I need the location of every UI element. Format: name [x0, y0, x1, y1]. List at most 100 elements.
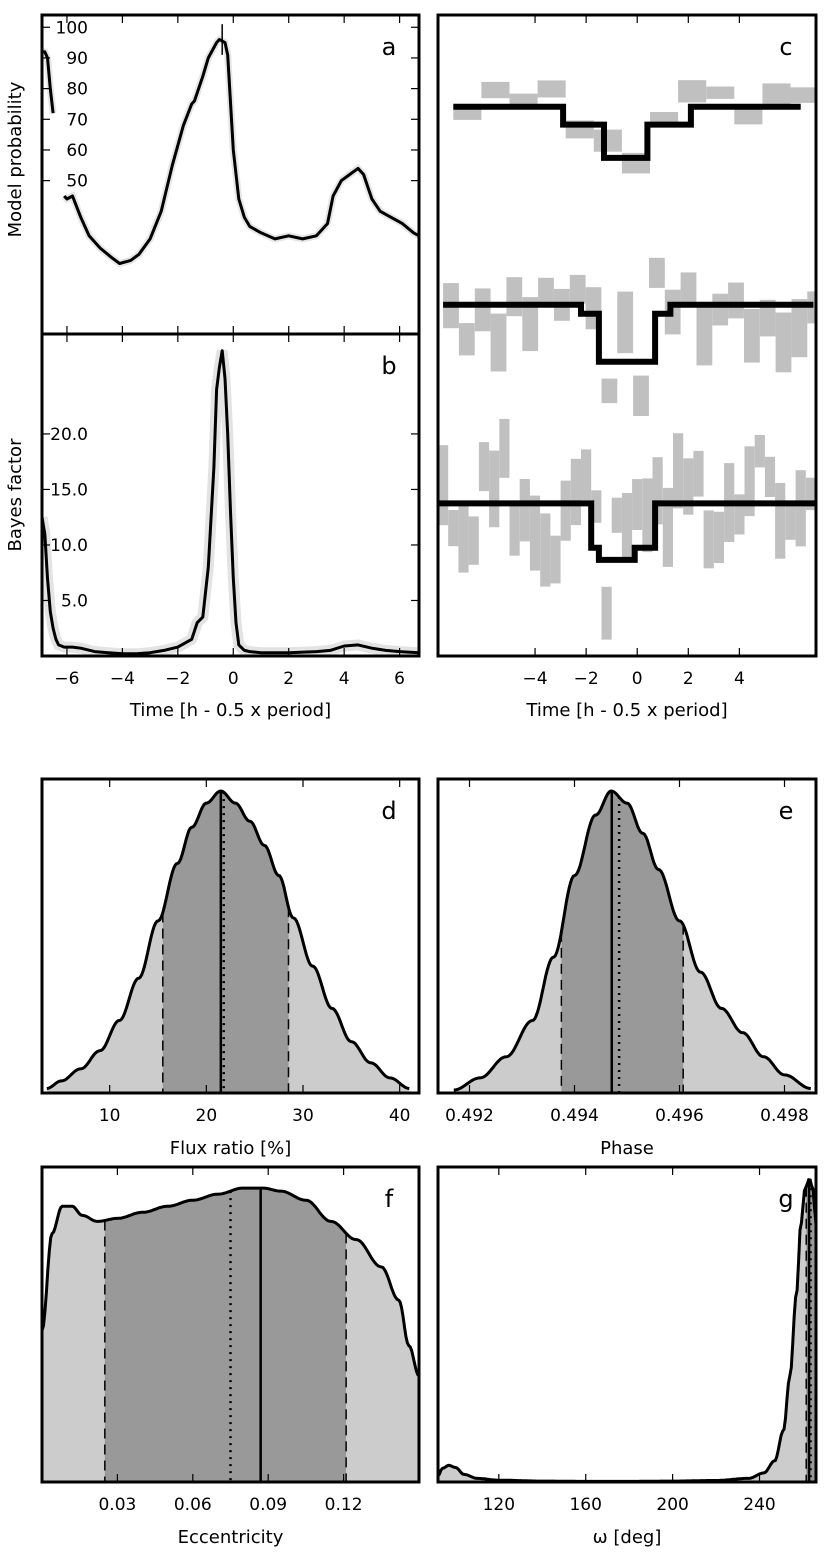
data-bars-3 [438, 418, 816, 640]
eclipse-model-line-3 [438, 500, 816, 563]
data-bar [540, 513, 551, 587]
y-tick-label: 80 [66, 80, 88, 100]
x-tick-label: 0.06 [174, 1495, 212, 1515]
data-bar [693, 450, 704, 497]
x-tick-label: 120 [483, 1495, 515, 1515]
data-bar [706, 86, 735, 99]
x-tick-label: 6 [394, 669, 405, 689]
plot-frame [436, 13, 818, 658]
data-bar [570, 458, 581, 526]
y-tick-label: 10.0 [50, 536, 88, 556]
y-tick-label: 5.0 [61, 591, 88, 611]
x-tick-label: 160 [569, 1495, 601, 1515]
panel-d: 10 20 30 40 Flux ratio [%] d [40, 777, 421, 1159]
data-bar [591, 490, 602, 523]
data-bar [593, 129, 622, 152]
data-bar [438, 445, 449, 526]
x-tick-label: 2 [683, 669, 694, 689]
data-bar [775, 312, 792, 373]
x-tick-label: 30 [292, 1106, 314, 1126]
data-bar [458, 323, 475, 356]
density-curve [42, 1186, 419, 1377]
x-tick-label: 0.12 [325, 1495, 363, 1515]
data-bar [490, 313, 507, 372]
data-bar [683, 458, 694, 515]
x-tick-label: 0 [228, 669, 239, 689]
credible-interval-area [104, 1188, 347, 1482]
x-tick-label: 0 [632, 669, 643, 689]
panel-label: b [381, 352, 396, 380]
data-bar [506, 277, 523, 317]
y-tick-label: 20.0 [50, 425, 88, 445]
panel-label: f [385, 1185, 394, 1213]
data-bar [713, 511, 724, 563]
x-tick-label: −6 [54, 669, 79, 689]
density-curve [438, 1177, 816, 1482]
panel-g: 120 160 200 240 ω [deg] g [436, 1165, 818, 1548]
data-bar [642, 478, 653, 553]
data-bar [489, 450, 500, 528]
x-tick-label: −2 [574, 669, 599, 689]
x-axis-label: Eccentricity [178, 1527, 284, 1548]
data-bar [712, 293, 729, 326]
y-axis-label: Model probability [5, 81, 26, 237]
data-bar [762, 83, 791, 104]
credible-interval-area [561, 791, 684, 1093]
x-tick-label: 240 [743, 1495, 775, 1515]
data-bar [728, 282, 744, 319]
x-axis-label: Time [h - 0.5 x period] [129, 700, 331, 721]
data-bar [474, 288, 491, 332]
x-tick-label: −4 [110, 669, 135, 689]
x-axis-label: Time [h - 0.5 x period] [525, 700, 727, 721]
data-bar [550, 535, 561, 584]
eclipse-model-line-1 [453, 103, 801, 161]
panel-c: −4 −2 0 2 4 Time [h - 0.5 x period] c [436, 13, 818, 721]
data-bar [652, 457, 663, 525]
x-tick-label: 10 [99, 1106, 121, 1126]
data-bar [569, 274, 586, 304]
y-tick-label: 100 [56, 18, 88, 38]
panel-label: a [382, 33, 397, 61]
panel-label: c [779, 33, 792, 61]
data-bar [448, 510, 459, 547]
x-tick-label: 0.03 [98, 1495, 136, 1515]
data-bar [785, 505, 796, 540]
x-axis-label: ω [deg] [593, 1527, 662, 1548]
data-bar [805, 477, 816, 511]
x-tick-label: 0.498 [760, 1106, 809, 1126]
plot-frame [436, 777, 818, 1095]
data-bar [538, 277, 554, 304]
x-tick-label: 2 [283, 669, 294, 689]
data-bar [560, 480, 571, 541]
data-bar [744, 446, 755, 517]
data-bars-2 [443, 257, 816, 416]
plot-frame [40, 332, 421, 658]
y-tick-label: 60 [66, 141, 88, 161]
data-bar [734, 109, 763, 125]
data-bar [764, 456, 776, 497]
data-bar [795, 470, 806, 547]
data-bar [673, 433, 684, 509]
panel-label: e [779, 797, 794, 825]
data-bar [744, 309, 760, 363]
data-bar [633, 375, 649, 416]
x-tick-label: −2 [165, 669, 190, 689]
data-bar [529, 495, 541, 571]
data-bar [790, 87, 816, 103]
y-tick-label: 70 [66, 110, 88, 130]
data-bar [537, 80, 566, 98]
data-bar [791, 299, 808, 358]
x-tick-label: 0.494 [550, 1106, 599, 1126]
data-bar [519, 479, 530, 542]
panel-b: 5.0 10.0 15.0 20.0 −6 −4 −2 0 2 4 6 Time [h - 0.5 x… [5, 332, 421, 721]
data-bar [601, 378, 618, 404]
data-bar [754, 435, 765, 468]
data-bar [478, 442, 490, 492]
data-bar [632, 479, 643, 530]
probability-uncertainty-band [42, 35, 419, 268]
data-bar [759, 299, 776, 337]
data-bar [453, 106, 482, 120]
plot-frame [40, 777, 421, 1095]
data-bar [468, 516, 479, 565]
